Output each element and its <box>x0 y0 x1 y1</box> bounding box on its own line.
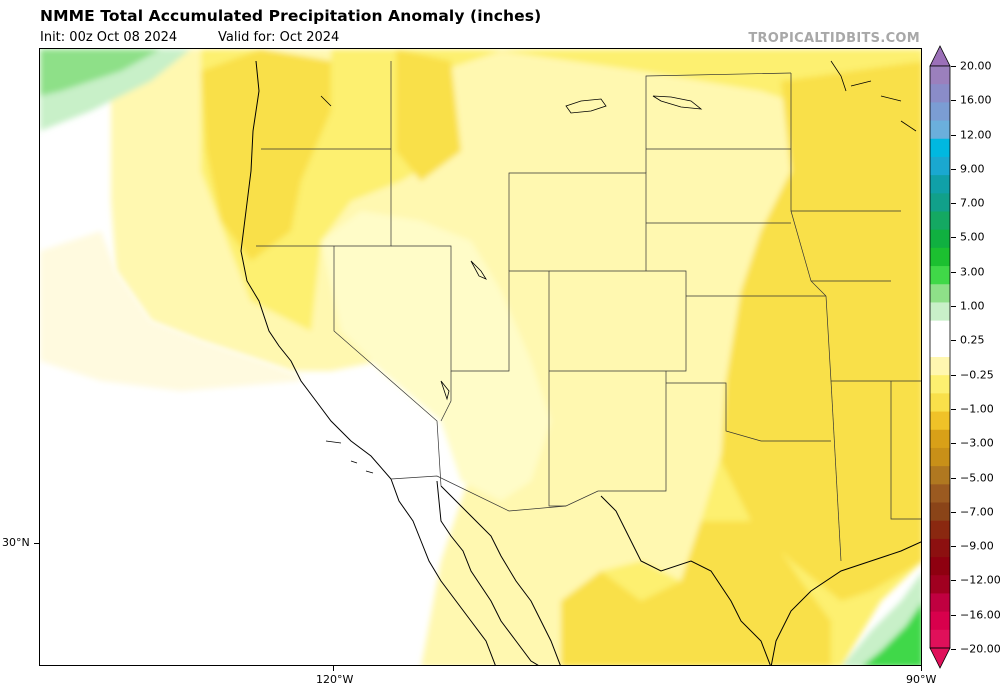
colorbar-swatch <box>930 84 950 103</box>
colorbar-tick <box>951 203 956 205</box>
init-time: Init: 00z Oct 08 2024 <box>40 30 178 45</box>
colorbar-label: −1.00 <box>960 402 994 416</box>
colorbar-label: −3.00 <box>960 436 994 450</box>
colorbar-tick <box>951 408 956 410</box>
colorbar-swatch <box>930 629 950 649</box>
colorbar-label: −9.00 <box>960 539 994 553</box>
colorbar-swatch <box>930 338 950 358</box>
colorbar-label: −0.25 <box>960 368 994 382</box>
colorbar-swatch <box>930 593 950 613</box>
colorbar-swatch <box>930 611 950 631</box>
colorbar-swatch <box>930 502 950 522</box>
colorbar-tick <box>951 649 956 650</box>
colorbar-swatch <box>930 393 950 413</box>
colorbar-label: 12.00 <box>960 128 992 142</box>
colorbar-tick <box>951 546 956 548</box>
colorbar-tick <box>951 477 956 479</box>
colorbar-swatch <box>930 538 950 558</box>
lon-tick-120 <box>333 666 334 671</box>
source-watermark: TROPICALTIDBITS.COM <box>748 31 920 46</box>
coastline <box>240 60 921 665</box>
colorbar-swatch <box>930 484 950 503</box>
colorbar-max-arrow <box>929 45 951 67</box>
colorbar-tick <box>951 66 956 67</box>
colorbar-label: −5.00 <box>960 471 994 485</box>
colorbar-label: 20.00 <box>960 59 992 73</box>
colorbar-swatch <box>930 247 950 267</box>
colorbar-label: −7.00 <box>960 505 994 519</box>
colorbar-swatch <box>930 357 950 376</box>
colorbar-frame <box>929 65 951 649</box>
colorbar-swatch <box>930 193 950 212</box>
colorbar-swatch <box>930 284 950 303</box>
colorbar-label: 16.00 <box>960 93 992 107</box>
colorbar-swatch <box>930 575 950 594</box>
colorbar-swatch <box>930 320 950 340</box>
colorbar-swatch <box>930 102 950 122</box>
colorbar-swatch <box>930 302 950 322</box>
valid-time: Valid for: Oct 2024 <box>218 30 340 45</box>
colorbar-swatch <box>930 211 950 231</box>
colorbar-label: 5.00 <box>960 230 985 244</box>
colorbar-tick <box>951 374 956 376</box>
lon-label-120w: 120°W <box>316 673 354 686</box>
chart-title: NMME Total Accumulated Precipitation Ano… <box>40 7 542 25</box>
colorbar-tick <box>951 580 956 582</box>
colorbar-label: −16.00 <box>960 608 1000 622</box>
colorbar-tick <box>951 134 956 136</box>
colorbar-tick <box>951 100 956 102</box>
lat-tick-30 <box>34 543 39 544</box>
colorbar-swatch <box>930 466 950 485</box>
colorbar-swatch <box>930 411 950 431</box>
colorbar-swatch <box>930 156 950 176</box>
lon-label-90w: 90°W <box>906 673 937 686</box>
colorbar-tick <box>951 443 956 445</box>
colorbar-tick <box>951 237 956 239</box>
colorbar-label: 3.00 <box>960 265 985 279</box>
colorbar-tick <box>951 511 956 513</box>
colorbar-label: 0.25 <box>960 333 985 347</box>
colorbar-swatch <box>930 229 950 249</box>
colorbar-label: −20.00 <box>960 642 1000 656</box>
colorbar-label: 1.00 <box>960 299 985 313</box>
colorbar-swatch <box>930 138 950 158</box>
colorbar-swatch <box>930 266 950 285</box>
colorbar-swatch <box>930 429 950 449</box>
coastal-band <box>40 231 301 391</box>
anomaly-fill <box>40 49 921 665</box>
colorbar-tick <box>951 340 956 342</box>
colorbar-tick <box>951 168 956 170</box>
lon-tick-90 <box>921 666 922 671</box>
colorbar-swatch <box>930 66 950 85</box>
colorbar-swatch <box>930 175 950 194</box>
colorbar-tick <box>951 306 956 308</box>
colorbar-label: 9.00 <box>960 162 985 176</box>
colorbar-swatch <box>930 120 950 140</box>
anomaly-map <box>40 49 921 665</box>
colorbar-swatch <box>930 557 950 576</box>
colorbar-label: 7.00 <box>960 196 985 210</box>
colorbar-tick <box>951 271 956 273</box>
colorbar-tick <box>951 614 956 616</box>
map-panel <box>39 48 922 666</box>
colorbar-min-arrow <box>929 647 951 669</box>
lat-label-30n: 30°N <box>2 536 30 549</box>
colorbar-swatch <box>930 520 950 540</box>
lakes-islands <box>320 60 917 474</box>
state-borders <box>256 61 921 562</box>
colorbar-swatch <box>930 375 950 394</box>
colorbar <box>929 45 951 669</box>
colorbar-label: −12.00 <box>960 573 1000 587</box>
colorbar-swatch <box>930 447 950 467</box>
